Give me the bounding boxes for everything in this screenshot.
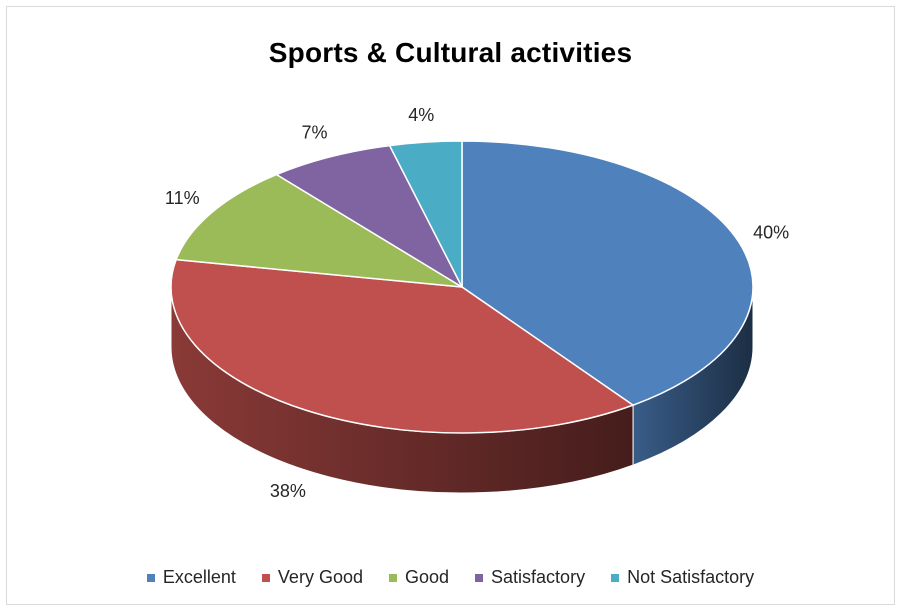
data-label-very-good: 38% [270, 481, 306, 501]
legend: Excellent Very Good Good Satisfactory Not Sa… [7, 567, 894, 588]
legend-swatch [261, 573, 270, 582]
pie-chart: 40% 38% 11% 7% 4% [165, 105, 789, 501]
legend-label: Satisfactory [491, 567, 586, 587]
pie-slice-good [175, 173, 463, 288]
legend-swatch [611, 573, 620, 582]
legend-label: Good [404, 567, 450, 587]
legend-swatch [146, 573, 155, 582]
pie-slice-very-good [170, 258, 635, 434]
chart-title: Sports & Cultural activities [268, 37, 633, 68]
data-label-good: 11% [165, 188, 200, 208]
legend-swatch [475, 573, 484, 582]
legend-label: Not Satisfactory [627, 567, 755, 587]
data-label-satisfactory: 7% [301, 122, 327, 142]
data-label-excellent: 40% [753, 223, 789, 243]
legend-item-good: Good [388, 567, 450, 588]
pie-slice-excellent [461, 140, 754, 406]
legend-item-excellent: Excellent [146, 567, 236, 588]
legend-label: Very Good [277, 567, 363, 587]
legend-item-very-good: Very Good [261, 567, 363, 588]
legend-item-satisfactory: Satisfactory [475, 567, 585, 588]
legend-label: Excellent [162, 567, 236, 587]
legend-item-not-satisfactory: Not Satisfactory [611, 567, 754, 588]
pie-slice-satisfactory [274, 144, 464, 290]
data-label-not-satisfactory: 4% [408, 105, 434, 125]
legend-swatch [388, 573, 397, 582]
pie-slice-not-satisfactory [388, 140, 463, 288]
chart-area: Sports & Cultural activities 40% 38% 11% 7%… [6, 6, 895, 605]
